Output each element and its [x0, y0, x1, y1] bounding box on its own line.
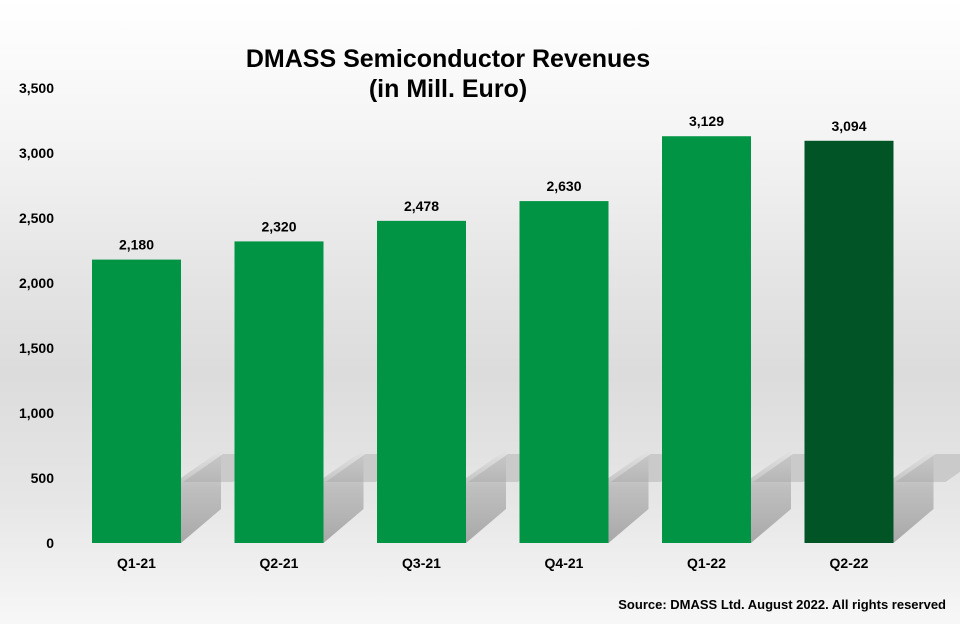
y-tick-label: 1,000 [19, 405, 54, 421]
x-tick-label: Q1-21 [117, 555, 156, 571]
bars: 2,180 2,320 2,478 2,630 3,129 3,094 [92, 113, 894, 544]
x-axis: Q1-21 Q2-21 Q3-21 Q4-21 Q1-22 Q2-22 [117, 555, 869, 571]
x-tick-label: Q4-21 [545, 555, 584, 571]
x-tick-label: Q3-21 [402, 555, 441, 571]
chart-subtitle: (in Mill. Euro) [368, 75, 528, 103]
y-tick-label: 0 [46, 535, 54, 551]
chart-title: DMASS Semiconductor Revenues (in Mill. E… [0, 44, 896, 104]
bar-shadow [466, 450, 506, 543]
value-label: 2,320 [261, 218, 296, 234]
bar-shadow [181, 450, 221, 543]
bar-q2-22 [804, 140, 894, 543]
bar-shadow [893, 450, 934, 543]
bar-q4-21 [519, 201, 609, 543]
x-tick-label: Q1-22 [687, 555, 726, 571]
value-label: 2,630 [546, 178, 581, 194]
chart-title-main: DMASS Semiconductor Revenues [245, 45, 651, 73]
y-tick-label: 3,000 [19, 145, 54, 161]
y-tick-label: 2,000 [19, 275, 54, 291]
bar-q1-21 [92, 259, 181, 543]
bar-q3-21 [377, 220, 466, 544]
bar-q2-21 [234, 241, 324, 543]
bar-q1-22 [662, 136, 751, 544]
source-note: Source: DMASS Ltd. August 2022. All righ… [618, 597, 946, 612]
bar-shadow [751, 450, 791, 543]
bar-shadow [323, 450, 364, 543]
y-tick-label: 2,500 [19, 210, 54, 226]
bar-shadow-top [895, 454, 960, 482]
bar-shadow [608, 450, 649, 543]
x-tick-label: Q2-22 [830, 555, 869, 571]
value-label: 3,129 [689, 113, 724, 129]
value-label: 3,094 [831, 118, 866, 134]
value-label: 2,180 [119, 237, 154, 253]
x-tick-label: Q2-21 [260, 555, 299, 571]
y-tick-label: 1,500 [19, 340, 54, 356]
y-axis: 0 500 1,000 1,500 2,000 2,500 3,000 3,500 [19, 80, 54, 551]
y-tick-label: 3,500 [19, 80, 54, 96]
value-label: 2,478 [404, 198, 439, 214]
y-tick-label: 500 [31, 470, 55, 486]
